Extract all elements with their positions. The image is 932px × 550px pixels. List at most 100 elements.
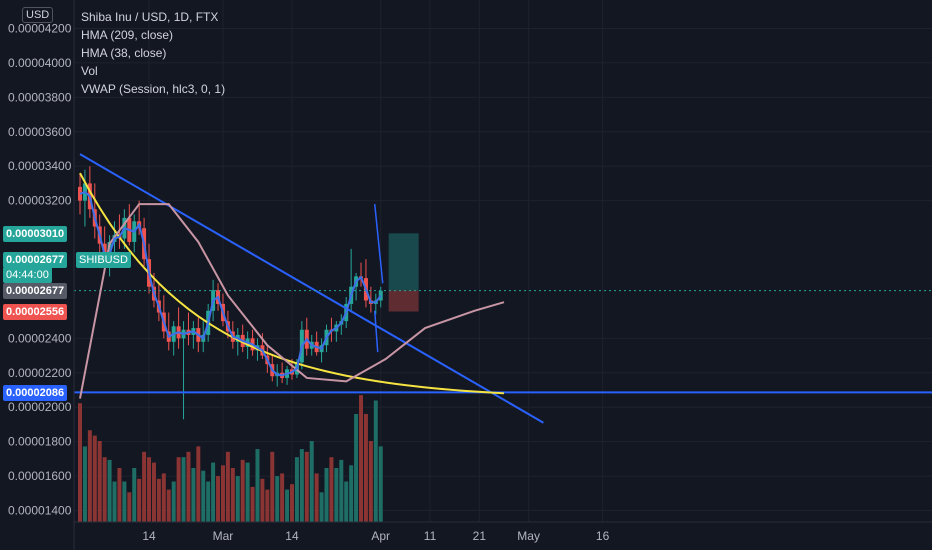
price-tick-label: 0.00003200 [8,194,72,208]
volume-bar [82,446,87,522]
volume-bar [206,481,211,522]
price-tick-label: 0.00004000 [8,56,72,70]
volume-bar [122,481,127,522]
volume-bar [245,462,250,522]
volume-bar [280,473,285,522]
price-tick-label: 0.00001600 [8,469,72,483]
volume-bar [324,468,329,522]
descending-trendline [79,153,544,424]
volume-bar [359,395,364,522]
volume-bar [314,473,319,522]
volume-bar [329,457,334,522]
volume-bar [92,435,97,522]
ticker-tag: SHIBUSD [76,252,131,268]
volume-bar [132,468,137,522]
volume-bar [294,457,299,522]
time-tick-label: 16 [596,529,610,543]
hma-209-line [79,203,505,399]
volume-bar [220,465,225,522]
price-tick-label: 0.00003600 [8,125,72,139]
volume-bar [107,459,112,522]
price-tick-label: 0.00001800 [8,435,72,449]
price-tag-support: 0.00002086 [3,385,68,401]
volume-bar [230,468,235,522]
volume-bar [260,478,265,522]
volume-bar [151,462,156,522]
volume-bar [102,457,107,522]
volume-bar [147,457,152,522]
volume-bar [161,473,166,522]
price-tick-label: 0.00002000 [8,400,72,414]
price-tag-stop: 0.00002556 [3,304,68,320]
annotation-arrow-up [373,310,379,353]
legend-vwap[interactable]: VWAP (Session, hlc3, 0, 1) [81,82,226,96]
legend-hma-209[interactable]: HMA (209, close) [81,28,174,42]
volume-bar [142,451,147,522]
time-tick-label: 11 [424,529,437,543]
annotation-arrow-down [373,204,384,284]
time-tick-label: May [517,529,540,543]
legend-vol[interactable]: Vol [81,64,98,78]
volume-bar [349,465,354,522]
volume-bar [378,446,383,522]
legend-title[interactable]: Shiba Inu / USD, 1D, FTX [81,10,219,24]
price-tag-target: 0.00003010 [3,226,68,242]
volume-bar [176,457,181,522]
price-tag-countdown: 04:44:00 [3,267,52,283]
volume-bar [265,489,270,522]
volume-bar [235,476,240,522]
price-tick-label: 0.00004200 [8,22,72,36]
volume-bar [181,457,186,522]
price-tick-label: 0.00003800 [8,90,72,104]
volume-bar [196,446,201,522]
time-tick-label: Mar [213,529,234,543]
volume-bar [186,451,191,522]
volume-layer [78,395,383,522]
volume-bar [97,441,102,522]
target-zone [388,233,419,291]
volume-bar [344,481,349,522]
volume-bar [255,449,260,522]
price-tag-crosshair: 0.00002677 [3,283,68,299]
volume-bar [319,492,324,522]
legend: Shiba Inu / USD, 1D, FTX HMA (209, close… [81,8,225,98]
volume-bar [211,462,216,522]
volume-bar [354,414,359,522]
time-tick-label: 14 [285,529,299,543]
currency-badge[interactable]: USD [22,7,54,23]
volume-bar [166,489,171,522]
volume-bar [240,459,245,522]
price-tag-last: 0.00002677 [3,252,68,268]
volume-bar [299,449,304,522]
overlay-layer [74,153,932,424]
volume-bar [289,484,294,522]
volume-bar [117,468,122,522]
volume-bar [275,476,280,522]
volume-bar [304,451,309,522]
volume-bar [191,468,196,522]
time-tick-label: 21 [473,529,487,543]
volume-bar [250,486,255,522]
time-tick-label: Apr [371,529,390,543]
legend-hma-38[interactable]: HMA (38, close) [81,46,167,60]
price-tick-label: 0.00003400 [8,159,72,173]
volume-bar [334,468,339,522]
volume-bar [285,489,290,522]
volume-bar [363,414,368,522]
volume-bar [225,451,230,522]
stop-zone [388,290,419,312]
volume-bar [373,400,378,522]
volume-bar [127,492,132,522]
time-tick-label: 14 [142,529,156,543]
volume-bar [171,481,176,522]
volume-bar [87,430,92,522]
volume-bar [216,476,221,522]
vwap-line [79,172,505,395]
price-tick-label: 0.00002400 [8,331,72,345]
volume-bar [78,403,82,522]
volume-bar [309,441,314,522]
price-tick-label: 0.00001400 [8,504,72,518]
volume-bar [368,441,373,522]
